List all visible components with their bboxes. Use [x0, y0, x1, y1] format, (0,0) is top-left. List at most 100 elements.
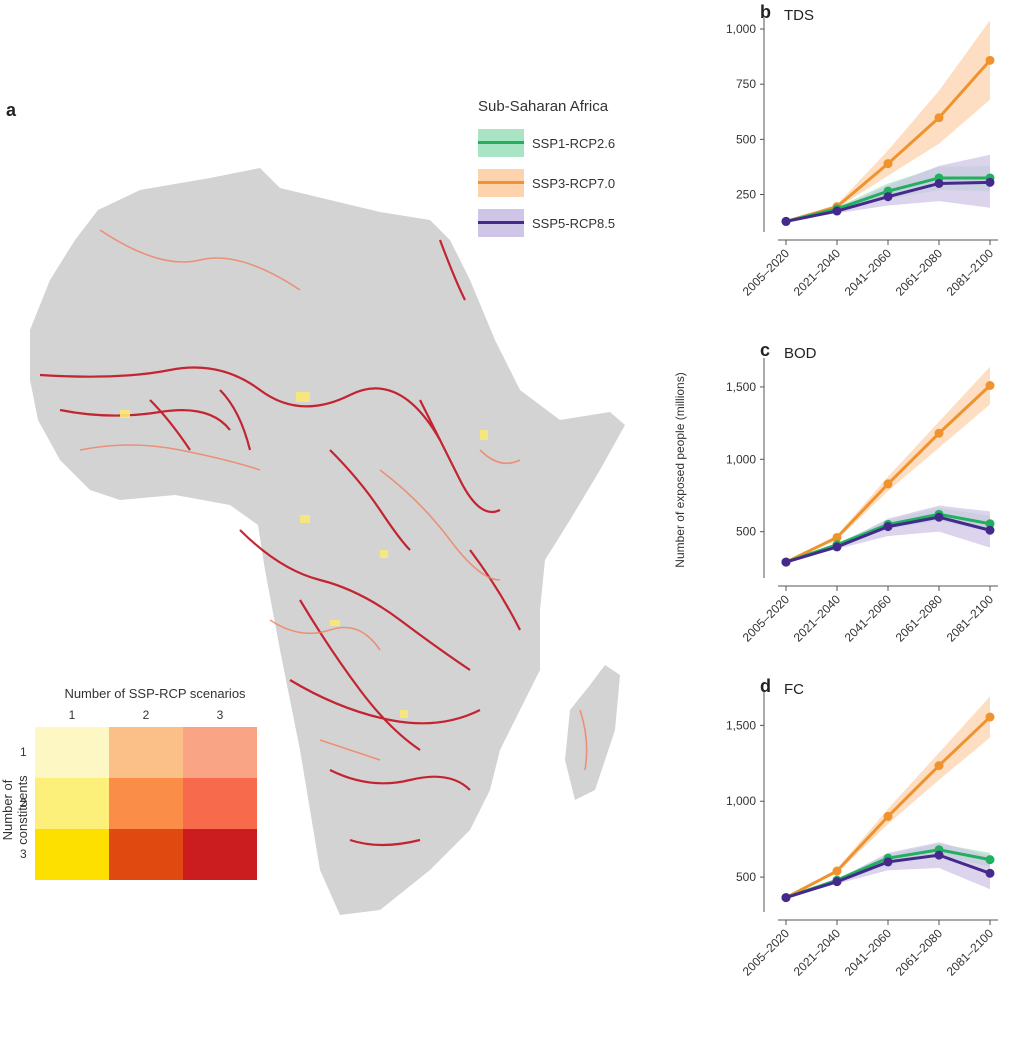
- data-point: [832, 542, 842, 552]
- river-network-mid: [79, 229, 588, 771]
- data-point: [781, 557, 791, 567]
- x-tick-label: 2005–2020: [740, 926, 793, 979]
- x-tick-label: 2041–2060: [842, 926, 895, 979]
- x-tick-label: 2081–2100: [944, 592, 997, 645]
- legend-line: [478, 181, 524, 184]
- data-point: [934, 761, 944, 771]
- x-tick-label: 2061–2080: [893, 246, 946, 299]
- data-point: [883, 479, 893, 489]
- chart-fc: d FC 500 1,000 1,500 2005–20202021–20402041–2…: [726, 676, 998, 979]
- matrix-row-label-1: 1: [20, 745, 27, 759]
- chart-bod: c BOD 500 1,000 1,500 2005–20202021–20402041–…: [726, 340, 998, 645]
- x-tick-label: 2021–2040: [791, 926, 844, 979]
- y-tick-label: 500: [736, 870, 756, 884]
- x-tick-label: 2005–2020: [740, 592, 793, 645]
- line-charts: Number of exposed people (millions) b TDS…: [673, 2, 998, 979]
- data-point: [985, 712, 995, 722]
- y-tick-label: 1,000: [726, 452, 756, 466]
- x-tick-label: 2021–2040: [791, 246, 844, 299]
- panel-letter: b: [760, 2, 771, 22]
- data-point: [934, 428, 944, 438]
- legend-swatch: [478, 209, 524, 237]
- matrix-cell-r1-c1: [35, 727, 109, 778]
- matrix-row-label-2: 2: [20, 796, 27, 810]
- matrix-title: Number of SSP-RCP scenarios: [64, 686, 246, 701]
- data-point: [985, 177, 995, 187]
- y-tick-label: 1,500: [726, 718, 756, 732]
- data-point: [934, 850, 944, 860]
- data-point: [883, 857, 893, 867]
- panel-letter: c: [760, 340, 770, 360]
- matrix-row-axis-label: Number of constituents: [0, 775, 30, 845]
- matrix-cell-r3-c1: [35, 829, 109, 880]
- data-point: [985, 381, 995, 390]
- y-tick-label: 500: [736, 132, 756, 146]
- matrix-cell-r2-c1: [35, 778, 109, 829]
- x-tick-label: 2081–2100: [944, 926, 997, 979]
- chart-title: FC: [784, 681, 804, 698]
- data-point: [883, 192, 893, 202]
- madagascar-land: [565, 665, 620, 800]
- africa-map: [30, 168, 625, 915]
- uncertainty-band: [786, 20, 990, 222]
- data-point: [781, 216, 791, 226]
- data-point: [934, 113, 944, 123]
- chart-title: TDS: [784, 7, 814, 24]
- legend-swatch: [478, 169, 524, 197]
- matrix-row-label-3: 3: [20, 847, 27, 861]
- matrix-cell-r3-c2: [109, 829, 183, 880]
- data-point: [883, 522, 893, 532]
- matrix-col-label-1: 1: [68, 708, 76, 722]
- matrix-cell-r3-c3: [183, 829, 257, 880]
- x-tick-label: 2041–2060: [842, 246, 895, 299]
- legend-line: [478, 141, 524, 144]
- x-tick-label: 2041–2060: [842, 592, 895, 645]
- river-network-low: [120, 392, 488, 718]
- x-tick-label: 2021–2040: [791, 592, 844, 645]
- data-point: [832, 206, 842, 216]
- data-point: [781, 893, 791, 903]
- y-tick-label: 1,000: [726, 794, 756, 808]
- data-point: [985, 855, 995, 865]
- y-tick-label: 1,000: [726, 22, 756, 36]
- matrix-col-label-2: 2: [142, 708, 150, 722]
- data-point: [883, 811, 893, 821]
- scenario-legend: Sub-Saharan Africa SSP1-RCP2.6 SSP3-RCP7…: [478, 98, 668, 243]
- data-point: [985, 525, 995, 535]
- y-tick-label: 750: [736, 77, 756, 91]
- matrix-cell-r1-c3: [183, 727, 257, 778]
- matrix-cell-r2-c3: [183, 778, 257, 829]
- chart-tds: b TDS 250 500 750 1,000 2005–20202021–20402041…: [726, 2, 998, 299]
- data-point: [985, 519, 995, 529]
- data-point: [934, 178, 944, 188]
- legend-line: [478, 221, 524, 224]
- river-network: [39, 239, 521, 847]
- legend-label: SSP1-RCP2.6: [532, 135, 616, 151]
- y-tick-label: 500: [736, 525, 756, 539]
- legend-item-ssp5: SSP5-RCP8.5: [478, 203, 668, 243]
- data-point: [832, 877, 842, 887]
- legend-label: SSP3-RCP7.0: [532, 175, 616, 191]
- y-tick-label: 250: [736, 187, 756, 201]
- x-tick-label: 2061–2080: [893, 592, 946, 645]
- data-point: [985, 868, 995, 878]
- data-point: [832, 532, 842, 542]
- data-point: [985, 55, 995, 65]
- data-point: [883, 159, 893, 169]
- x-tick-label: 2081–2100: [944, 246, 997, 299]
- y-tick-label: 1,500: [726, 380, 756, 394]
- x-tick-label: 2061–2080: [893, 926, 946, 979]
- matrix-cell-r1-c2: [109, 727, 183, 778]
- matrix-cell-r2-c2: [109, 778, 183, 829]
- data-point: [832, 866, 842, 876]
- chart-title: BOD: [784, 345, 817, 362]
- legend-label: SSP5-RCP8.5: [532, 215, 616, 231]
- legend-title: Sub-Saharan Africa: [478, 98, 609, 115]
- legend-swatch: [478, 129, 524, 157]
- panel-letter: d: [760, 676, 771, 696]
- matrix-col-label-3: 3: [216, 708, 224, 722]
- panel-a-letter: a: [6, 100, 17, 120]
- legend-item-ssp1: SSP1-RCP2.6: [478, 123, 668, 163]
- legend-item-ssp3: SSP3-RCP7.0: [478, 163, 668, 203]
- africa-land: [30, 168, 625, 915]
